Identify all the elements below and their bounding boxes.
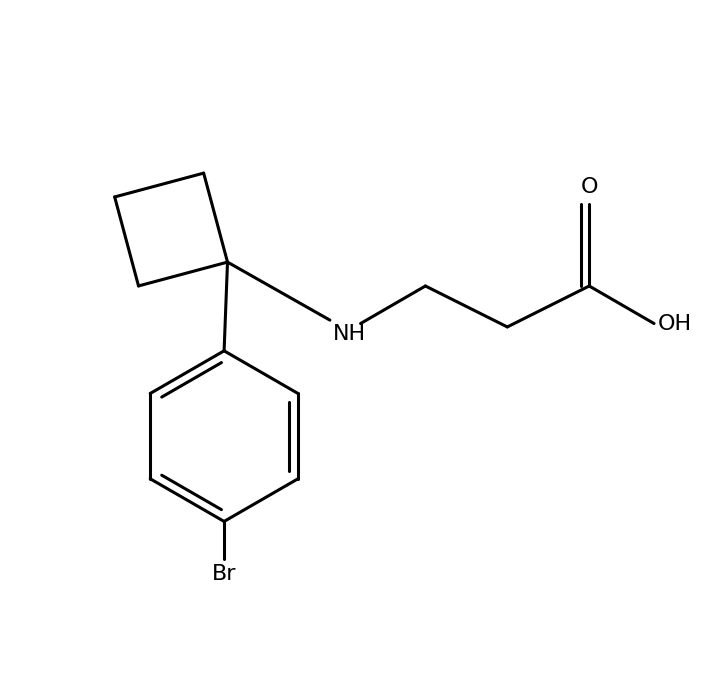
Text: Br: Br (212, 564, 237, 584)
Text: O: O (580, 178, 598, 197)
Text: NH: NH (333, 323, 366, 343)
Text: OH: OH (657, 314, 692, 334)
